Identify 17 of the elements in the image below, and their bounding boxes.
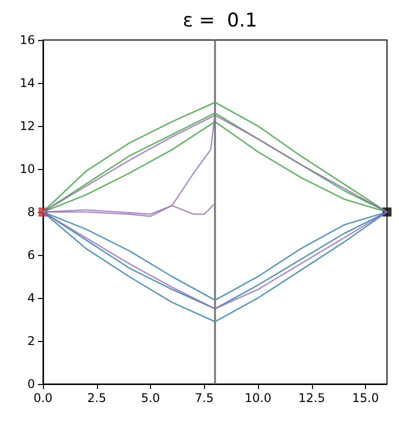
y-tick-label: 12 <box>20 119 35 133</box>
y-tick-label: 4 <box>27 291 35 305</box>
y-tick-label: 14 <box>20 76 35 90</box>
y-tick-label: 2 <box>27 334 35 348</box>
y-tick-label: 10 <box>20 162 35 176</box>
x-tick-label: 0.0 <box>33 391 53 405</box>
x-tick-label: 12.5 <box>298 391 326 405</box>
y-tick-label: 0 <box>27 377 35 391</box>
y-tick-label: 16 <box>20 33 35 47</box>
y-tick-label: 8 <box>27 205 35 219</box>
x-tick-label: 5.0 <box>140 391 160 405</box>
x-tick-label: 10.0 <box>244 391 272 405</box>
x-tick-label: 2.5 <box>87 391 106 405</box>
y-tick-label: 6 <box>27 248 35 262</box>
chart-title: ε = 0.1 <box>182 10 258 32</box>
x-tick-label: 15.0 <box>352 391 379 405</box>
x-tick-label: 7.5 <box>194 391 214 405</box>
